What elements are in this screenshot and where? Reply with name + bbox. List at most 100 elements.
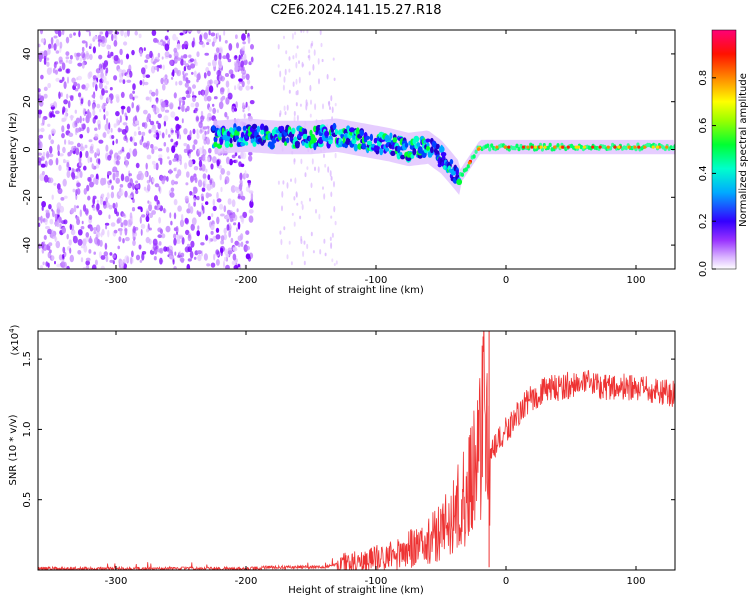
- spectrogram-noise-dot: [100, 41, 106, 48]
- spectrogram-noise-dot: [81, 123, 84, 128]
- spectrogram-noise-dot: [240, 60, 244, 68]
- spectrogram-ytick-label: -20: [22, 189, 33, 205]
- spectrogram-noise-dot: [159, 257, 163, 265]
- spectrogram-noise-dot: [127, 182, 132, 189]
- spectrogram-noise-dot: [163, 120, 167, 127]
- spectrogram-noise-dot: [73, 204, 77, 213]
- spectrogram-noise-dot: [72, 235, 78, 244]
- spectrogram-noise-dot: [174, 181, 179, 185]
- spectrogram-noise-dot: [48, 159, 54, 166]
- spectrogram-noise-dot: [49, 145, 53, 154]
- spectrogram-noise-dot: [135, 183, 140, 189]
- spectrogram-noise-dot: [126, 74, 130, 78]
- spectrogram-line-cell: [464, 167, 468, 172]
- colorbar-tick-label: 0.8: [698, 70, 709, 86]
- spectrogram-noise-dot: [59, 66, 62, 72]
- spectrogram-ridge-cell: [213, 137, 218, 144]
- spectrogram-noise-dot: [56, 208, 61, 215]
- spectrogram-noise-dot: [103, 177, 107, 185]
- spectrogram-streak-dot: [300, 200, 303, 205]
- spectrogram-noise-dot: [197, 225, 200, 230]
- spectrogram-noise-dot: [211, 213, 214, 218]
- spectrogram-noise-dot: [93, 251, 96, 255]
- spectrogram-noise-dot: [48, 177, 54, 184]
- spectrogram-streak-dot: [335, 260, 338, 265]
- spectrogram-streak-dot: [285, 50, 288, 55]
- spectrogram-noise-dot: [55, 50, 60, 54]
- spectrogram-noise-dot: [192, 96, 196, 103]
- spectrogram-noise-dot: [213, 79, 219, 85]
- spectrogram-noise-dot: [96, 148, 100, 154]
- spectrogram-noise-dot: [110, 191, 115, 199]
- spectrogram-noise-dot: [172, 33, 177, 41]
- spectrogram-noise-dot: [97, 209, 103, 216]
- spectrogram-noise-dot: [92, 117, 96, 124]
- spectrogram-noise-dot: [98, 139, 104, 144]
- spectrogram-noise-dot: [94, 133, 99, 139]
- spectrogram-noise-dot: [228, 43, 233, 51]
- snr-ylabel: SNR (10 * v/v): [8, 414, 19, 485]
- spectrogram-streak-dot: [327, 166, 330, 173]
- spectrogram-noise-dot: [141, 67, 146, 75]
- spectrogram-noise-dot: [170, 187, 175, 193]
- spectrogram-noise-dot: [38, 43, 41, 48]
- spectrogram-noise-dot: [154, 183, 160, 188]
- spectrogram-noise-dot: [80, 226, 85, 230]
- spectrogram-noise-dot: [212, 59, 217, 67]
- spectrogram-noise-dot: [215, 249, 220, 255]
- spectrogram-ridge-cell: [353, 143, 358, 152]
- spectrogram-noise-dot: [154, 195, 158, 202]
- spectrogram-streak-dot: [333, 181, 335, 188]
- spectrogram-noise-dot: [102, 200, 106, 206]
- spectrogram-noise-dot: [245, 186, 251, 193]
- spectrogram-noise-dot: [92, 205, 96, 211]
- colorbar-ticks: 0.0 0.2 0.4 0.6 0.8: [698, 70, 716, 277]
- spectrogram-noise-dot: [158, 41, 163, 46]
- spectrogram-noise-dot: [208, 106, 212, 112]
- spectrogram-noise-dot: [103, 114, 106, 121]
- spectrogram-noise-dot: [70, 145, 76, 152]
- spectrogram-noise-dot: [137, 206, 143, 210]
- spectrogram-noise-dot: [68, 59, 73, 64]
- spectrogram-noise-dot: [250, 85, 254, 90]
- spectrogram-noise-dot: [113, 33, 117, 39]
- spectrogram-noise-dot: [105, 255, 109, 263]
- spectrogram-noise-dot: [61, 30, 65, 36]
- spectrogram-streak-dot: [332, 57, 335, 61]
- spectrogram-noise-dot: [69, 55, 73, 60]
- spectrogram-noise-dot: [134, 120, 139, 125]
- spectrogram-noise-dot: [92, 109, 96, 116]
- spectrogram-noise-dot: [58, 153, 64, 157]
- spectrogram-noise-dot: [49, 112, 53, 118]
- spectrogram-noise-dot: [180, 252, 185, 258]
- spectrogram-hot-spot: [467, 161, 471, 165]
- spectrogram-noise-dot: [79, 115, 82, 124]
- spectrogram-noise-dot: [231, 105, 234, 110]
- spectrogram-noise-dot: [184, 82, 189, 88]
- spectrogram-noise-dot: [59, 59, 64, 65]
- spectrogram-noise-dot: [148, 129, 152, 134]
- spectrogram-noise-dot: [128, 173, 132, 177]
- spectrogram-noise-dot: [119, 72, 122, 78]
- spectrogram-noise-dot: [115, 118, 119, 127]
- spectrogram-streak-dot: [320, 42, 323, 48]
- spectrogram-streak-dot: [293, 221, 296, 227]
- spectrogram-noise-dot: [219, 87, 225, 95]
- spectrogram-noise-dot: [238, 78, 243, 82]
- spectrogram-noise-dot: [89, 226, 94, 232]
- spectrogram-noise-dot: [163, 142, 167, 147]
- spectrogram-noise-dot: [143, 81, 149, 86]
- spectrogram-streak-dot: [310, 182, 313, 189]
- spectrogram-noise-dot: [99, 239, 103, 247]
- spectrogram-noise-dot: [47, 82, 52, 89]
- spectrogram-noise-dot: [241, 33, 246, 41]
- spectrogram-noise-dot: [153, 66, 158, 70]
- spectrogram-noise-dot: [55, 240, 61, 249]
- spectrogram-noise-dot: [186, 171, 190, 178]
- spectrogram-streak-dot: [334, 102, 337, 107]
- spectrogram-hot-spot: [613, 145, 617, 149]
- spectrogram-noise-dot: [176, 132, 179, 139]
- spectrogram-noise-dot: [176, 36, 179, 43]
- spectrogram-noise-dot: [173, 167, 177, 172]
- spectrogram-noise-dot: [45, 209, 50, 214]
